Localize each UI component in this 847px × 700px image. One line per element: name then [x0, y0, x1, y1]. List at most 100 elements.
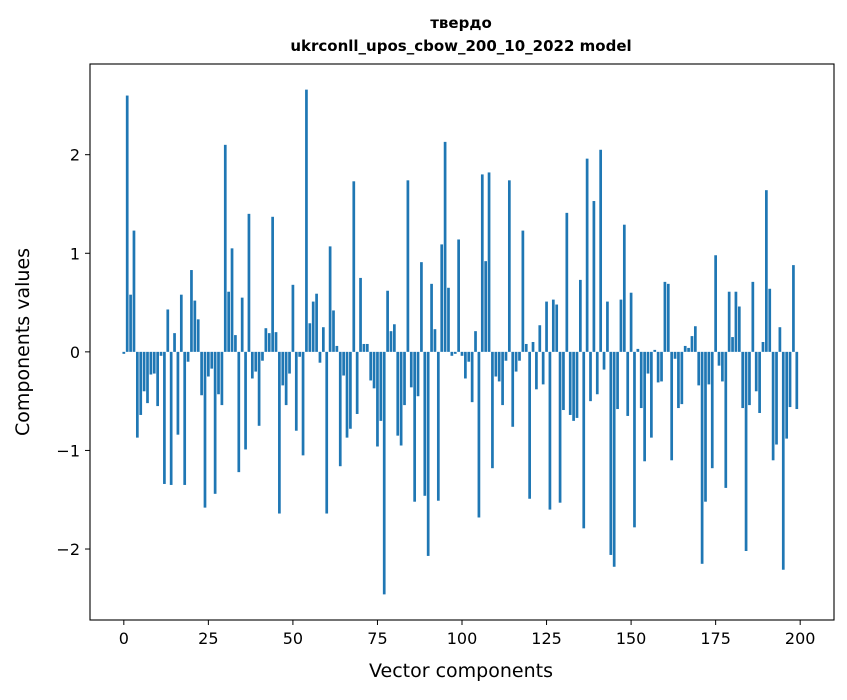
bar — [562, 351, 565, 411]
bar — [352, 181, 356, 352]
bar — [447, 287, 450, 352]
bar — [585, 158, 589, 352]
bar — [234, 335, 237, 352]
bar — [403, 351, 406, 406]
y-axis-ticks: −2 −1 0 1 2 — [56, 146, 90, 559]
bar — [727, 291, 731, 352]
bar — [518, 351, 521, 361]
bar — [179, 294, 183, 352]
bar — [507, 180, 511, 352]
bar — [785, 351, 789, 439]
bar — [139, 351, 143, 415]
bar — [771, 351, 775, 461]
bar — [521, 230, 525, 352]
bar — [436, 351, 440, 501]
bar — [379, 351, 383, 421]
x-tick-label: 150 — [616, 629, 647, 648]
bar — [724, 351, 728, 488]
bar — [254, 351, 258, 372]
bar — [693, 326, 697, 352]
bar — [413, 351, 417, 502]
bar — [146, 351, 149, 404]
bar — [639, 351, 643, 409]
bar — [318, 351, 322, 363]
bar — [551, 299, 555, 352]
bar — [761, 342, 765, 352]
bar — [775, 351, 778, 445]
bar — [355, 351, 359, 414]
x-tick-label: 50 — [283, 629, 303, 648]
bar — [210, 351, 214, 369]
bar — [315, 293, 318, 352]
y-tick-label: 2 — [70, 146, 80, 165]
bar — [244, 351, 247, 450]
bar — [504, 351, 508, 361]
x-tick-label: 175 — [700, 629, 731, 648]
bar — [284, 351, 288, 406]
bar — [768, 288, 772, 352]
bar — [765, 190, 768, 352]
bar — [169, 351, 173, 485]
bar — [203, 351, 207, 508]
x-tick-label: 25 — [198, 629, 218, 648]
bar — [159, 351, 163, 356]
bar — [646, 351, 650, 374]
bar — [656, 351, 660, 383]
bar — [257, 351, 261, 426]
bar — [149, 351, 153, 375]
bar — [247, 213, 251, 352]
bar — [677, 351, 680, 409]
bar — [792, 265, 795, 352]
bar — [497, 351, 501, 382]
bar — [345, 351, 349, 438]
bar — [758, 351, 761, 413]
bar — [660, 351, 663, 382]
bar — [477, 351, 481, 518]
bar — [697, 351, 701, 386]
x-tick-label: 100 — [447, 629, 478, 648]
bar — [440, 244, 444, 352]
bar — [362, 343, 366, 352]
bar — [335, 345, 339, 352]
bar — [173, 333, 176, 352]
bar — [305, 89, 308, 352]
bar — [748, 351, 751, 406]
bar — [710, 351, 714, 469]
bar — [261, 351, 264, 361]
bar — [643, 351, 646, 462]
bar — [430, 283, 433, 352]
y-tick-label: 0 — [70, 343, 80, 362]
bar — [629, 292, 633, 352]
bar — [457, 239, 460, 352]
bar — [545, 301, 548, 352]
bar — [751, 281, 755, 352]
bar — [541, 351, 545, 385]
bar — [163, 351, 166, 484]
bar — [555, 304, 559, 352]
bar — [602, 351, 606, 370]
bar — [633, 351, 636, 528]
bar — [619, 299, 623, 352]
bar — [399, 351, 403, 446]
bar — [386, 290, 389, 352]
bar — [223, 144, 227, 352]
bar — [443, 141, 447, 352]
bar — [132, 230, 136, 352]
bar — [558, 351, 562, 503]
bar — [484, 261, 488, 352]
bar — [464, 351, 467, 379]
bar — [200, 351, 203, 396]
bar — [528, 351, 531, 499]
bar — [278, 351, 281, 514]
bar — [663, 281, 667, 352]
bar — [788, 351, 792, 408]
bar — [575, 351, 579, 418]
bar — [376, 351, 379, 447]
bar — [135, 351, 139, 438]
bar — [460, 351, 464, 356]
bar — [781, 351, 785, 570]
bar — [372, 351, 376, 389]
